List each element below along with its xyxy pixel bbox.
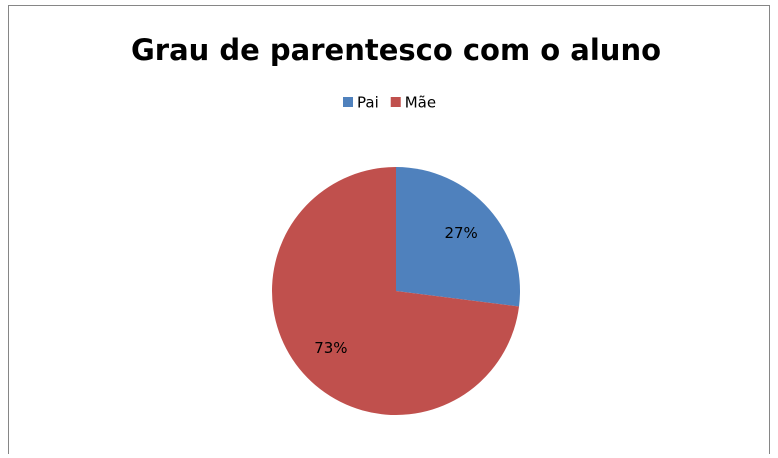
legend-label: Mãe xyxy=(405,94,436,112)
pie-slice xyxy=(396,167,520,307)
data-label: 27% xyxy=(444,224,477,242)
pie-slice xyxy=(271,167,520,415)
legend-swatch xyxy=(390,97,401,107)
chart-title: Grau de parentesco com o aluno xyxy=(131,33,661,67)
legend-label: Pai xyxy=(357,94,379,112)
data-label: 73% xyxy=(314,339,347,357)
legend-swatch xyxy=(343,97,353,107)
